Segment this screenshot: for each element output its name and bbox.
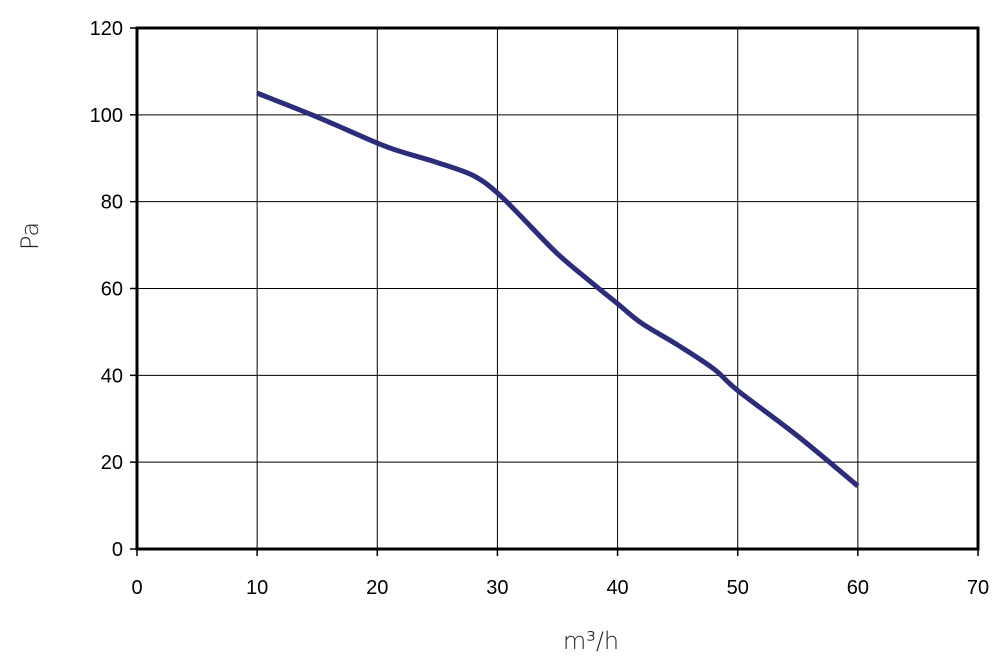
- y-tick-label: 100: [90, 105, 123, 127]
- y-axis-title: Pa: [16, 222, 44, 250]
- series-layer: [256, 90, 860, 488]
- x-axis-title: m³/h: [563, 627, 619, 655]
- x-tick-label: 30: [486, 577, 508, 599]
- x-tick-label: 70: [967, 577, 989, 599]
- grid: [136, 27, 979, 550]
- y-tick-label: 20: [101, 452, 123, 474]
- series-line: [256, 90, 860, 488]
- y-tick-label: 80: [101, 192, 123, 214]
- y-tick-label: 120: [90, 18, 123, 40]
- y-tick-label: 0: [112, 539, 123, 561]
- x-tick-labels: 0 10 20 30 40 50 60 70: [131, 549, 989, 599]
- x-tick-label: 40: [606, 577, 628, 599]
- x-tick-label: 10: [246, 577, 268, 599]
- x-tick-label: 50: [727, 577, 749, 599]
- x-tick-label: 0: [131, 577, 142, 599]
- x-tick-label: 20: [366, 577, 388, 599]
- y-tick-label: 60: [101, 279, 123, 301]
- y-tick-labels: 0 20 40 60 80 100 120: [90, 18, 137, 561]
- y-tick-label: 40: [101, 365, 123, 387]
- x-tick-label: 60: [847, 577, 869, 599]
